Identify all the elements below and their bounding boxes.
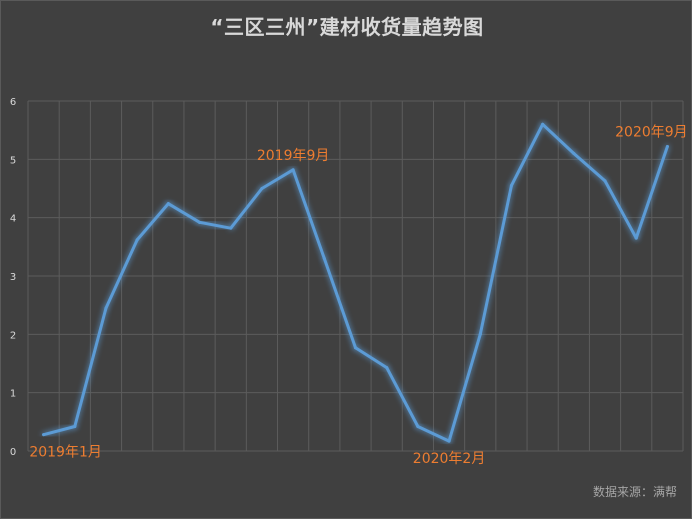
series-line-segment [198, 220, 233, 230]
data-point [447, 439, 451, 443]
series-line-segment [447, 332, 482, 443]
data-point [42, 433, 46, 437]
data-point [603, 179, 607, 183]
series-line-segment [509, 122, 545, 188]
y-axis: 0 1 2 3 4 5 6 [10, 97, 16, 458]
series-line-segment [541, 122, 576, 155]
series-line-segment [634, 145, 669, 240]
data-point [665, 145, 669, 148]
series-line-segment [73, 306, 108, 428]
series-line-segment [135, 202, 170, 242]
y-tick-label: 6 [10, 97, 16, 108]
y-tick-label: 1 [10, 389, 16, 400]
series-line-segment [572, 152, 607, 183]
data-point [73, 425, 77, 428]
series-line-segment [291, 168, 326, 260]
chart-title: “三区三州”建材收货量趋势图 [210, 15, 484, 39]
y-tick-label: 4 [10, 214, 16, 225]
data-point [135, 238, 139, 242]
data-point [509, 184, 513, 188]
series-line-segment [603, 179, 638, 240]
series-line-segment [42, 425, 77, 437]
data-point [104, 306, 108, 310]
series-line-segment [229, 187, 264, 230]
data-point [416, 425, 420, 428]
data-point [166, 202, 170, 206]
data-point [291, 168, 295, 172]
data-point [322, 257, 326, 260]
source-note: 数据来源：满帮 [592, 485, 677, 499]
series-line-segment [322, 257, 357, 350]
annotation-label: 2020年2月 [413, 451, 486, 467]
data-point [572, 152, 576, 155]
data-point [260, 187, 264, 190]
grid [27, 100, 684, 452]
y-tick-label: 0 [10, 447, 16, 458]
annotations: 2019年1月 2019年9月 2020年2月 2020年9月 [29, 125, 687, 468]
annotation-label: 2020年9月 [615, 125, 688, 141]
data-point [198, 220, 202, 224]
series-line-segment [260, 168, 295, 190]
y-tick-label: 3 [10, 272, 16, 283]
annotation-label: 2019年9月 [257, 148, 330, 164]
data-point [385, 366, 389, 370]
data-point [354, 346, 357, 350]
annotation-label: 2019年1月 [29, 445, 102, 461]
data-point [229, 226, 233, 230]
series-line-group [42, 122, 669, 443]
series-line-segment [354, 346, 389, 370]
series-line-segment [104, 238, 139, 310]
data-point [541, 122, 545, 126]
series-line-segment [478, 184, 513, 336]
y-tick-label: 2 [10, 330, 16, 341]
data-point [478, 332, 482, 336]
y-tick-label: 5 [10, 155, 16, 166]
series-line-segment [385, 366, 420, 428]
series-line-segment [416, 425, 451, 443]
series-line-segment [166, 202, 202, 224]
data-point [634, 236, 638, 240]
